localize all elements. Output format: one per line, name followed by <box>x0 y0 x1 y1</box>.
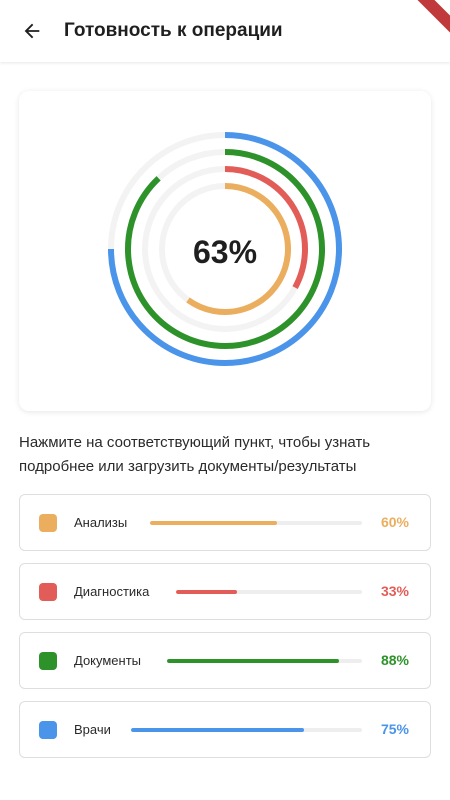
item-label: Документы <box>74 653 142 668</box>
progress-fill <box>150 521 278 525</box>
item-diagnostics[interactable]: Диагностика 33% <box>19 563 431 620</box>
ring-arc <box>125 149 325 349</box>
arrow-left-icon <box>24 23 40 39</box>
item-percent: 60% <box>380 514 409 530</box>
item-label: Диагностика <box>74 584 150 599</box>
ring-arc <box>186 183 291 315</box>
app-bar: Готовность к операции <box>0 0 450 62</box>
color-swatch <box>39 652 57 670</box>
progress-track <box>176 590 362 594</box>
item-tests[interactable]: Анализы 60% <box>19 494 431 551</box>
item-percent: 88% <box>380 652 409 668</box>
debug-banner <box>410 0 450 40</box>
instruction-text: Нажмите на соответствующий пункт, чтобы … <box>19 434 371 475</box>
item-label: Анализы <box>74 515 128 530</box>
overall-percent-label: 63% <box>193 234 257 270</box>
progress-track <box>167 659 362 663</box>
page-title: Готовность к операции <box>64 20 283 41</box>
progress-track <box>131 728 362 732</box>
ring-arc <box>224 166 308 289</box>
item-percent: 33% <box>380 583 409 599</box>
radial-progress-chart: 63% <box>108 132 342 366</box>
color-swatch <box>39 721 57 739</box>
color-swatch <box>39 514 57 532</box>
progress-fill <box>176 590 238 594</box>
item-documents[interactable]: Документы 88% <box>19 632 431 689</box>
color-swatch <box>39 583 57 601</box>
item-label: Врачи <box>74 722 111 737</box>
progress-fill <box>131 728 305 732</box>
item-doctors[interactable]: Врачи 75% <box>19 701 431 758</box>
progress-track <box>150 521 362 525</box>
back-button[interactable] <box>14 13 50 49</box>
progress-fill <box>167 659 339 663</box>
item-percent: 75% <box>380 721 409 737</box>
ring-arc <box>108 132 342 366</box>
readiness-chart-card: 63% <box>19 91 431 411</box>
